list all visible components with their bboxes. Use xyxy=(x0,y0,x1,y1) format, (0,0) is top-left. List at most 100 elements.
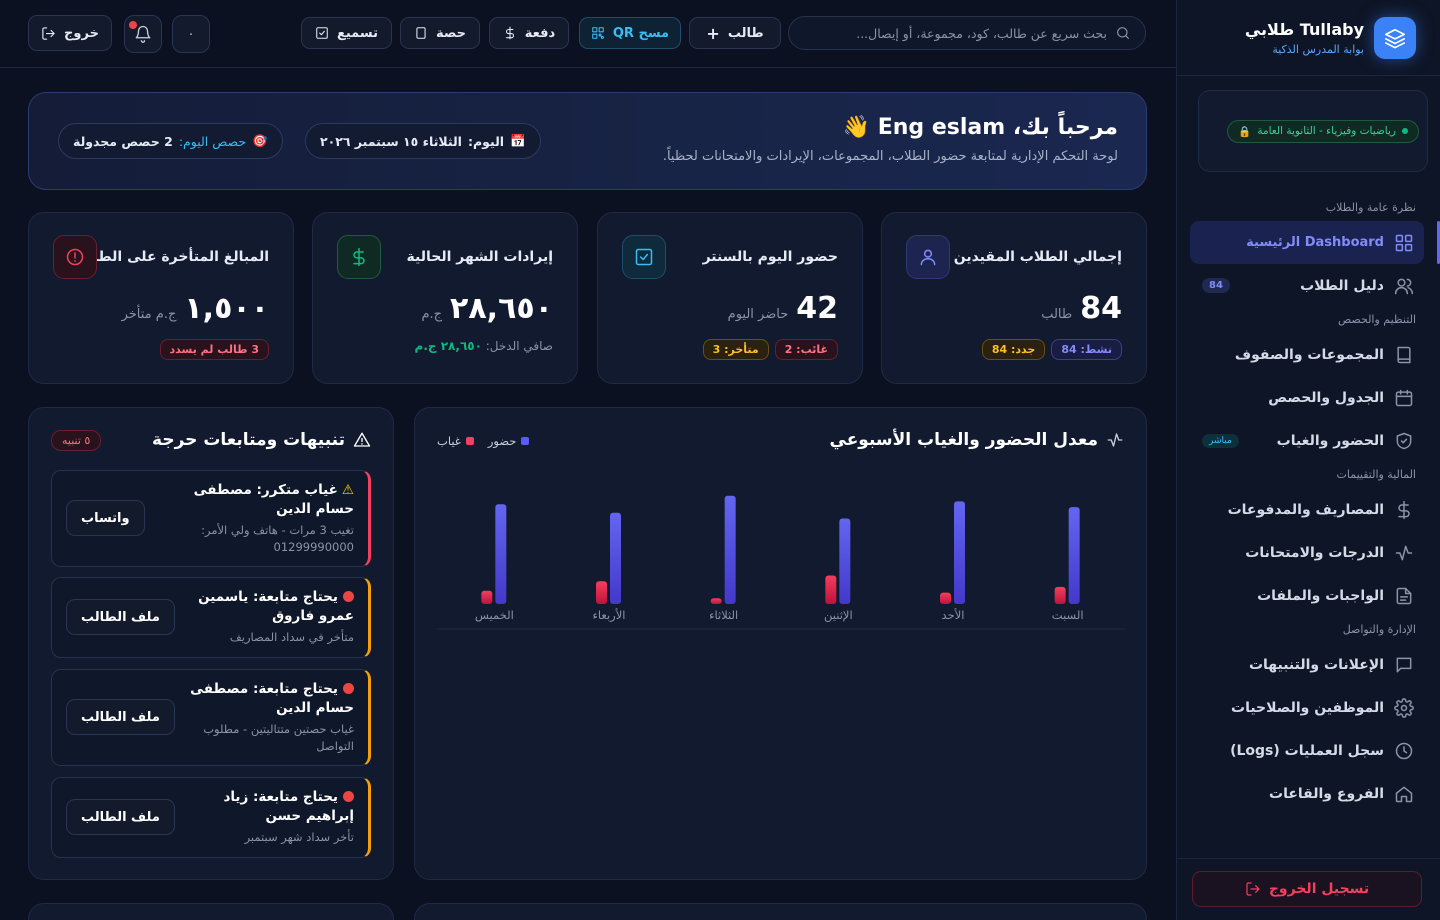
status-dot xyxy=(343,683,354,694)
logout-area: تسجيل الخروج xyxy=(1176,858,1440,920)
sidebar-item-schedule[interactable]: الجدول والحصص xyxy=(1190,376,1424,419)
sidebar-item-fees[interactable]: المصاريف والمدفوعات xyxy=(1190,488,1424,531)
x-tick-label: الإثنين xyxy=(824,608,853,623)
record-button[interactable]: تسميع xyxy=(301,17,392,49)
book-icon xyxy=(1397,346,1411,363)
count-badge: 84 xyxy=(1202,278,1230,293)
sidebar-item-branches[interactable]: الفروع والقاعات xyxy=(1190,772,1424,815)
sessions-value: 2 حصص مجدولة xyxy=(73,133,173,149)
target-icon: 🎯 xyxy=(252,133,268,148)
student-profile-button[interactable]: ملف الطالب xyxy=(66,599,175,635)
stat-card-attendance: حضور اليوم بالسنتر 42 حاضر اليوم غائب: 2… xyxy=(597,212,863,384)
legend-label: غياب xyxy=(437,434,461,448)
net-income: صافي الدخل: ٢٨,٦٥٠ ج.م xyxy=(415,339,553,353)
add-session-button[interactable]: حصة xyxy=(400,17,480,49)
shield-icon xyxy=(1396,432,1412,449)
sidebar-item-homework[interactable]: الواجبات والملفات xyxy=(1190,574,1424,617)
school-selector[interactable]: رياضيات وفيزياء - الثانوية العامة 🔒 xyxy=(1227,119,1419,143)
logout-button[interactable]: تسجيل الخروج xyxy=(1192,871,1422,907)
school-label: رياضيات وفيزياء - الثانوية العامة xyxy=(1257,125,1396,137)
button-label: طالب xyxy=(727,25,764,41)
bar-present xyxy=(954,501,965,604)
wave-icon: 👋 xyxy=(842,115,871,140)
grid-icon xyxy=(1395,234,1413,251)
alert-content: ⚠غياب متكرر: مصطفى حسام الدين تغيب 3 مرا… xyxy=(174,481,354,556)
sidebar-item-label: الموظفين والصلاحيات xyxy=(1231,699,1384,716)
sidebar: Tullaby طلابي بوابة المدرس الذكية رياضيا… xyxy=(1176,0,1440,920)
brand-title: Tullaby طلابي xyxy=(1244,19,1364,39)
alert-item: يحتاج متابعة: زياد إبراهيم حسن تأخر سداد… xyxy=(51,777,371,858)
welcome-title-text: مرحباً بك، Eng eslam xyxy=(877,115,1118,140)
bell-icon xyxy=(135,25,151,43)
sidebar-item-groups[interactable]: المجموعات والصفوف xyxy=(1190,333,1424,376)
status-dot xyxy=(343,791,354,802)
alert-head: يحتاج متابعة: ياسمين عمرو فاروق xyxy=(198,589,354,624)
net-label: صافي الدخل: xyxy=(485,339,553,353)
qr-icon xyxy=(592,27,604,39)
file-icon xyxy=(1396,587,1412,604)
sidebar-item-dashboard[interactable]: Dashboard الرئيسية xyxy=(1190,221,1440,264)
stat-value: 84 طالب xyxy=(1041,291,1122,326)
brand[interactable]: Tullaby طلابي بوابة المدرس الذكية xyxy=(1177,0,1440,76)
notifications-button[interactable] xyxy=(124,15,162,53)
button-label: خروج xyxy=(64,25,99,41)
warning-icon xyxy=(353,432,371,447)
stat-value: ١,٥٠٠ ج.م متأخر xyxy=(122,291,269,326)
stat-title: حضور اليوم بالسنتر xyxy=(702,249,838,265)
today-chip: 📅 اليوم: الثلاثاء ١٥ سبتمبر ٢٠٢٦ xyxy=(305,123,541,159)
student-profile-button[interactable]: ملف الطالب xyxy=(66,799,175,835)
user-icon xyxy=(906,235,950,279)
whatsapp-button[interactable]: واتساب xyxy=(66,500,145,536)
sidebar-item-label: Dashboard الرئيسية xyxy=(1246,235,1384,250)
sidebar-item-staff[interactable]: الموظفين والصلاحيات xyxy=(1190,686,1424,729)
welcome-banner: مرحباً بك، Eng eslam 👋 لوحة التحكم الإدا… xyxy=(28,92,1147,190)
alert-head: يحتاج متابعة: زياد إبراهيم حسن xyxy=(223,789,354,824)
sidebar-item-attendance[interactable]: الحضور والغياب مباشر xyxy=(1190,419,1424,462)
stat-number: ٢٨,٦٥٠ xyxy=(450,291,553,326)
alert-content: يحتاج متابعة: ياسمين عمرو فاروق متأخر في… xyxy=(174,588,354,646)
stat-value: ٢٨,٦٥٠ ج.م xyxy=(421,291,553,326)
sidebar-item-label: المصاريف والمدفوعات xyxy=(1227,501,1384,518)
counter-button[interactable]: ٠ xyxy=(172,15,210,53)
add-student-button[interactable]: طالب + xyxy=(689,17,781,49)
clock-icon xyxy=(1395,742,1413,759)
bar-present xyxy=(839,518,851,604)
student-profile-button[interactable]: ملف الطالب xyxy=(66,699,175,735)
bar-present xyxy=(610,512,621,604)
net-value: ٢٨,٦٥٠ ج.م xyxy=(414,339,482,353)
stat-number: 42 xyxy=(796,291,838,326)
search-input[interactable]: بحث سريع عن طالب، كود، مجموعة، أو إيصال.… xyxy=(788,16,1146,50)
qr-scan-button[interactable]: مسح QR xyxy=(579,17,681,49)
x-tick-label: الأربعاء xyxy=(593,608,626,623)
alerts-count-badge: ٥ تنبيه xyxy=(51,430,102,451)
sidebar-item-announcements[interactable]: الإعلانات والتنبيهات xyxy=(1190,643,1424,686)
stat-card-students: إجمالي الطلاب المقيدين 84 طالب نشط: 84 ج… xyxy=(881,212,1147,384)
stat-unit: حاضر اليوم xyxy=(727,307,789,322)
attendance-chart-card: معدل الحضور والغياب الأسبوعي حضور غياب ا… xyxy=(414,407,1147,880)
add-payment-button[interactable]: دفعة xyxy=(489,17,569,49)
stat-unit: ج.م متأخر xyxy=(121,307,177,322)
button-label: دفعة xyxy=(524,25,556,41)
sidebar-item-students[interactable]: دليل الطلاب 84 xyxy=(1190,264,1424,307)
unpaid-badge: 3 طالب لم يسدد xyxy=(159,339,269,360)
stat-number: 84 xyxy=(1080,291,1122,326)
stat-title: إيرادات الشهر الحالية xyxy=(406,249,553,265)
button-label: حصة xyxy=(435,25,467,41)
users-icon xyxy=(1394,278,1414,294)
today-label: اليوم: xyxy=(467,133,505,149)
sidebar-item-label: الواجبات والملفات xyxy=(1257,587,1384,604)
alert-circle-icon xyxy=(53,235,97,279)
alert-desc: غياب حصتين متتاليتين - مطلوب التواصل xyxy=(203,722,354,753)
welcome-title: مرحباً بك، Eng eslam 👋 xyxy=(843,115,1118,140)
alert-desc: متأخر في سداد المصاريف xyxy=(229,630,354,644)
alert-item: يحتاج متابعة: مصطفى حسام الدين غياب حصتي… xyxy=(51,669,371,766)
exit-button[interactable]: خروج xyxy=(28,15,112,51)
alert-head: يحتاج متابعة: مصطفى حسام الدين xyxy=(190,681,354,716)
sidebar-item-logs[interactable]: سجل العمليات (Logs) xyxy=(1190,729,1424,772)
x-tick-label: الثلاثاء xyxy=(709,608,738,622)
status-dot xyxy=(343,591,354,602)
sidebar-item-grades[interactable]: الدرجات والامتحانات xyxy=(1190,531,1424,574)
activity-icon xyxy=(1395,545,1413,560)
bar-absent xyxy=(1054,586,1066,604)
check-square-icon xyxy=(316,27,328,39)
